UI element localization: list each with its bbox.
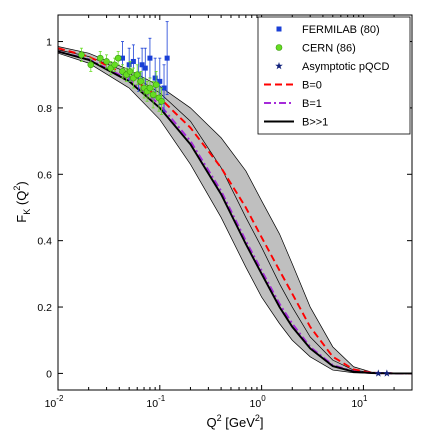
data-point-2 (78, 51, 85, 59)
legend-label: B=0 (302, 80, 322, 92)
data-point-1 (130, 58, 136, 64)
data-point-2 (146, 84, 154, 92)
x-tick-label: 100 (250, 394, 267, 410)
y-tick-label: 0.4 (37, 236, 52, 248)
data-point-2 (126, 68, 134, 75)
series-line-3 (58, 50, 412, 375)
data-point-1 (139, 62, 145, 68)
data-point-2 (137, 78, 145, 85)
legend: FERMILAB (80) CERN (86) Asymptotic pQCD B=0… (257, 16, 411, 135)
data-point-2 (158, 97, 165, 105)
data-point-3 (374, 369, 383, 377)
legend-label: B>>1 (302, 117, 328, 129)
data-point-2 (149, 91, 157, 98)
data-point-1 (152, 75, 158, 81)
plot-frame (57, 14, 413, 391)
data-point-1 (119, 55, 125, 61)
y-tick-label: 1 (46, 37, 52, 49)
legend-swatch (275, 44, 283, 51)
data-point-1 (126, 62, 132, 68)
data-point-1 (142, 65, 148, 71)
x-tick-label: 10-2 (45, 394, 64, 410)
y-tick-label: 0 (46, 368, 52, 380)
y-axis-title: FK (Q2) (12, 181, 32, 222)
legend-box (257, 16, 411, 135)
data-point-1 (157, 78, 163, 84)
legend-label: B=1 (302, 98, 322, 110)
legend-swatch (276, 26, 282, 32)
y-tick-label: 0.2 (37, 302, 52, 314)
x-tick-label: 101 (351, 394, 368, 410)
x-tick-label: 10-1 (146, 394, 165, 410)
y-tick-label: 0.8 (37, 103, 52, 115)
data-points (78, 21, 391, 377)
legend-label: CERN (86) (302, 43, 356, 55)
data-point-1 (164, 55, 170, 61)
legend-label: FERMILAB (80) (302, 24, 380, 36)
data-point-1 (147, 55, 153, 61)
data-point-2 (114, 54, 122, 62)
axis-ticks: 10-2 10-1 100 101 0 0.2 0.4 0.6 0.8 1 (37, 15, 413, 410)
data-point-2 (133, 71, 141, 79)
data-point-2 (103, 58, 110, 65)
legend-swatch (275, 62, 283, 70)
legend-label: Asymptotic pQCD (302, 61, 389, 73)
x-axis-title: Q2 [GeV2] (206, 413, 263, 430)
data-point-3 (383, 369, 391, 377)
data-point-1 (161, 85, 167, 91)
data-point-2 (96, 54, 104, 62)
y-tick-label: 0.6 (37, 169, 52, 181)
data-point-2 (87, 61, 95, 69)
